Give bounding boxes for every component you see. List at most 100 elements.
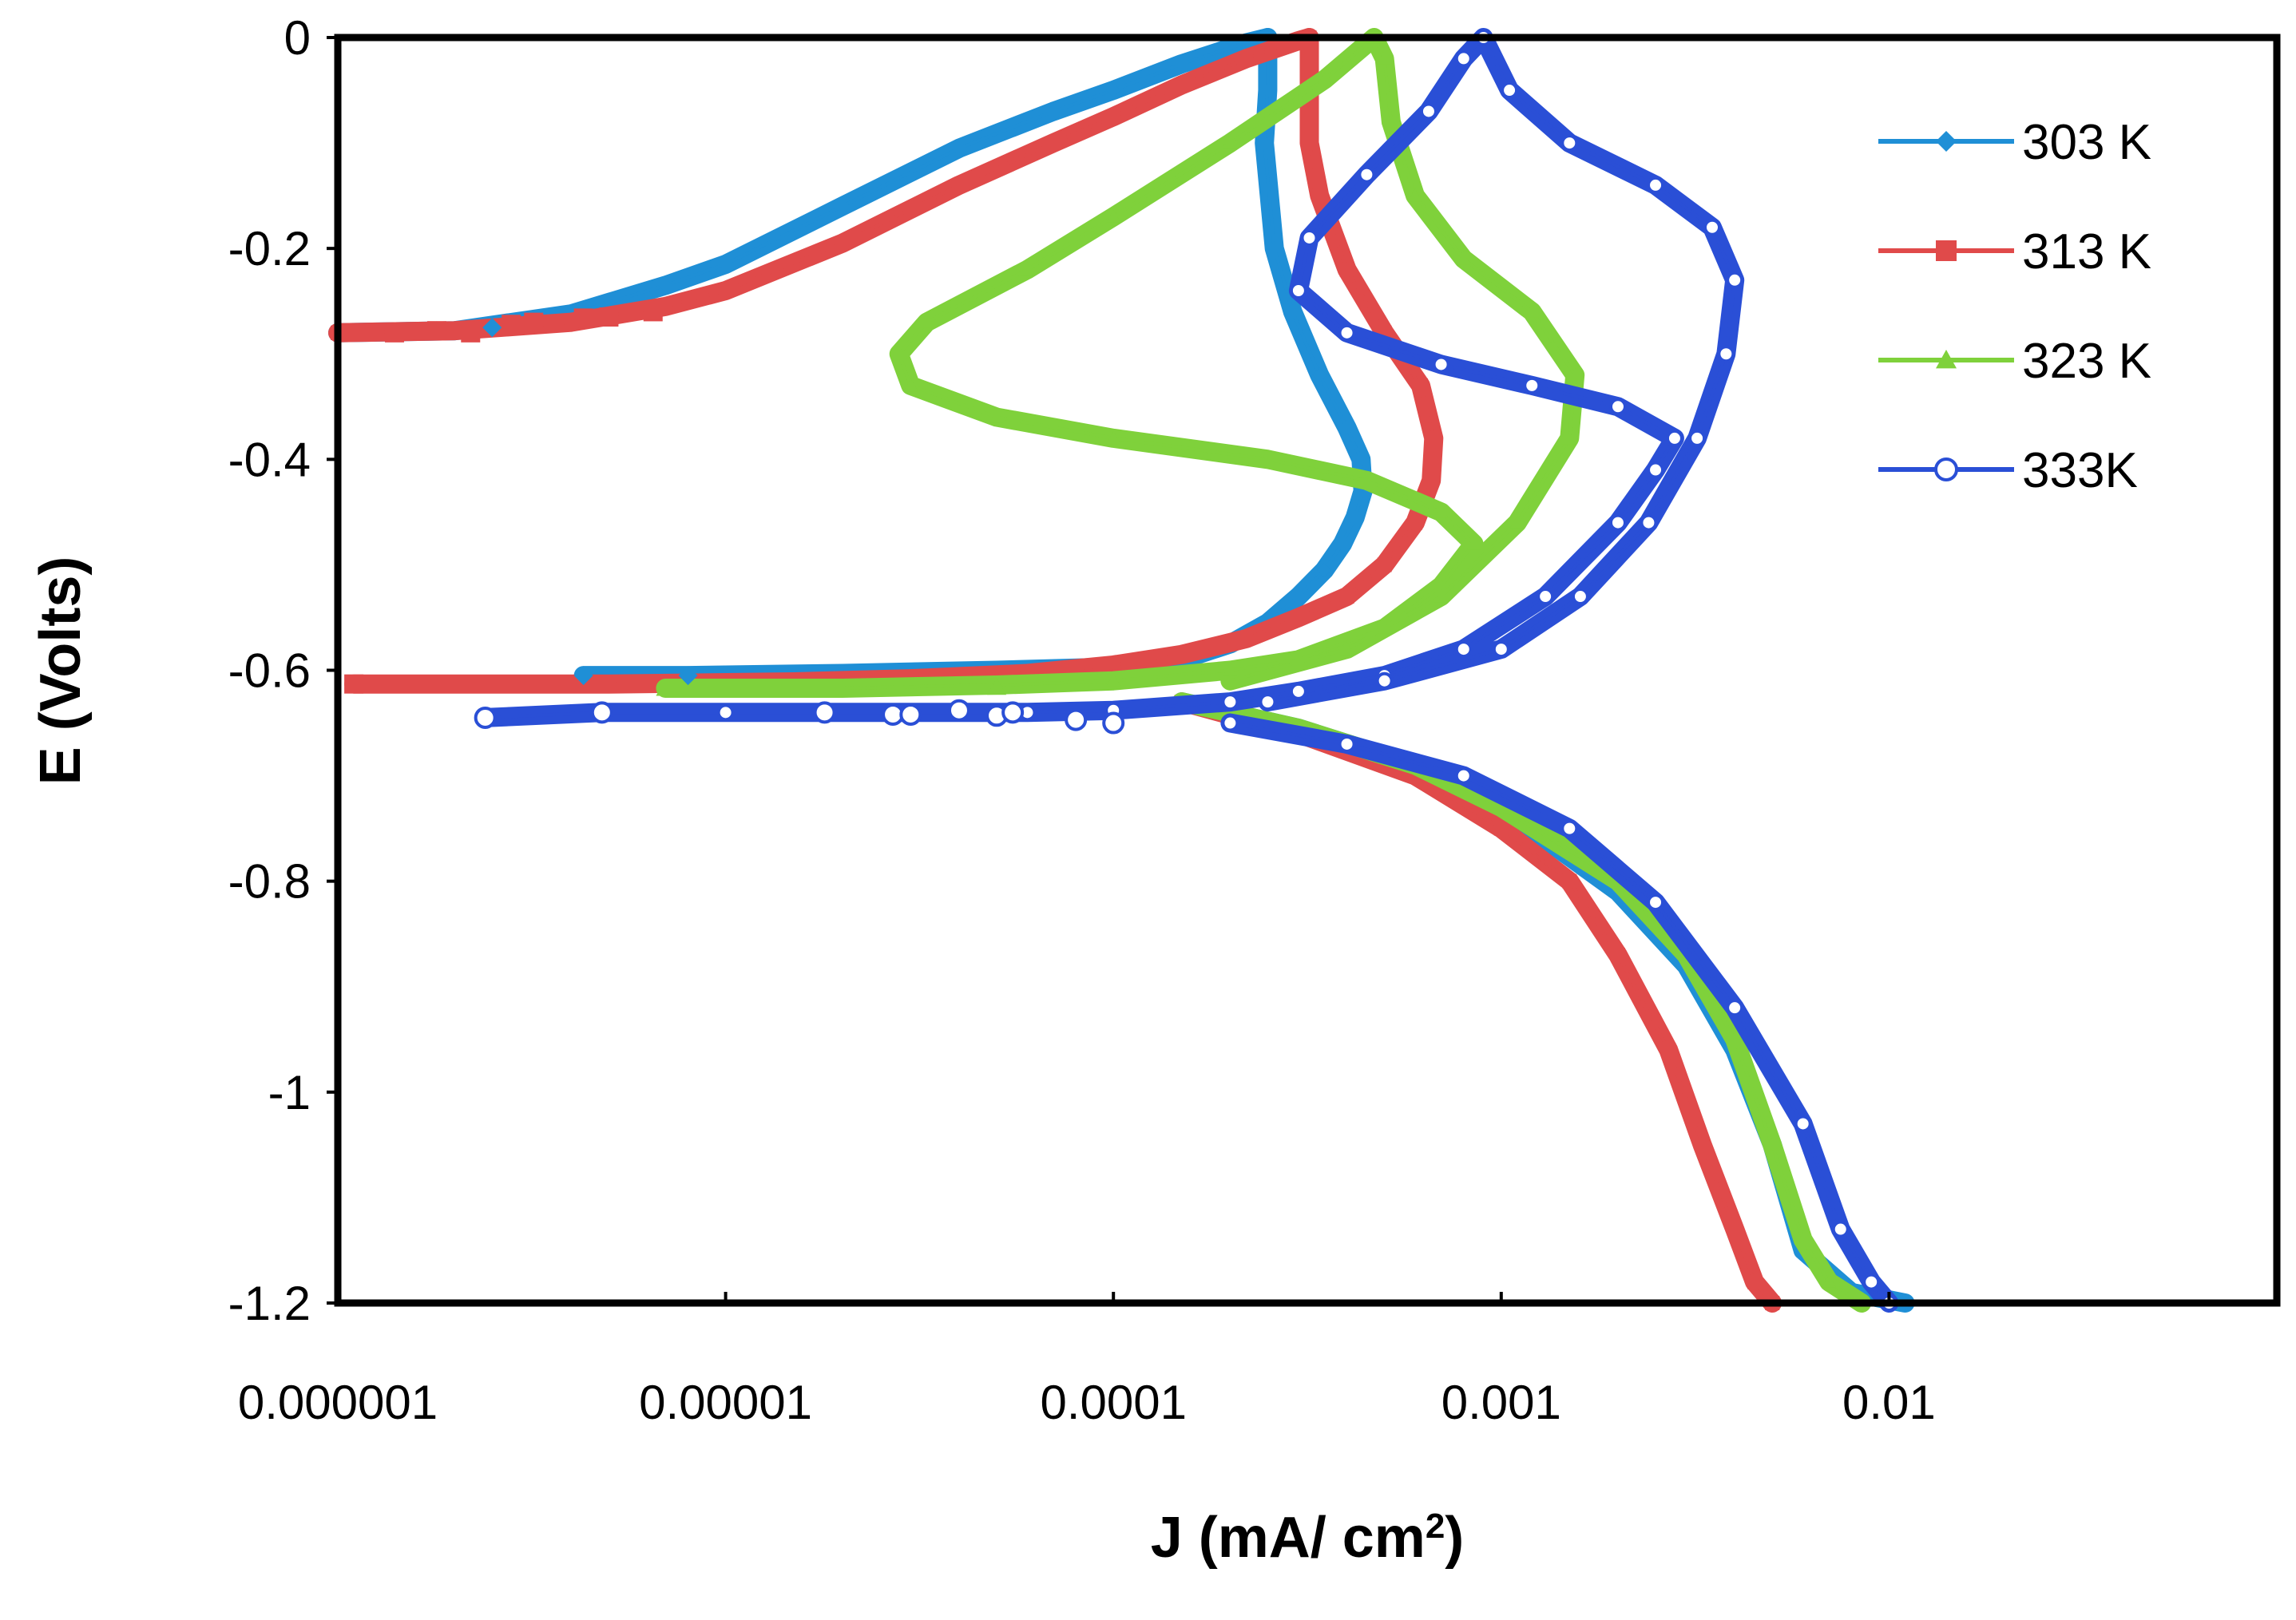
data-point-313k bbox=[1727, 1222, 1743, 1237]
data-point-333k bbox=[1688, 429, 1707, 447]
data-point-333k bbox=[1454, 640, 1473, 659]
scatter-point-333k bbox=[590, 701, 613, 724]
data-point-323k bbox=[1456, 252, 1471, 265]
data-point-303k bbox=[1347, 509, 1362, 525]
data-point-333k bbox=[1703, 218, 1721, 236]
scatter-point-333k bbox=[813, 701, 836, 724]
data-point-313k bbox=[1424, 473, 1439, 488]
data-point-313k bbox=[1174, 77, 1189, 93]
data-point-313k bbox=[835, 236, 850, 251]
data-point-313k bbox=[1493, 821, 1509, 836]
x-tick-label: 0.001 bbox=[1441, 1376, 1561, 1429]
data-point-313k bbox=[1747, 1274, 1762, 1289]
data-point-313k bbox=[718, 283, 733, 298]
data-point-333k bbox=[1523, 376, 1541, 394]
scatter-point-333k bbox=[1102, 711, 1125, 735]
data-point-303k bbox=[951, 141, 966, 156]
data-point-323k bbox=[1434, 578, 1449, 592]
y-tick-label: -0.2 bbox=[228, 222, 311, 275]
y-tick-label: 0 bbox=[284, 11, 311, 65]
data-point-333k bbox=[1571, 588, 1589, 606]
data-point-303k bbox=[718, 256, 733, 271]
plot-area-group bbox=[328, 28, 1915, 1313]
data-point-323k bbox=[1822, 1274, 1837, 1288]
x-tick-label: 0.01 bbox=[1842, 1376, 1936, 1429]
x-axis-title-superscript: 2 bbox=[1426, 1507, 1445, 1546]
data-point-333k bbox=[1289, 282, 1307, 299]
scatter-point-323k bbox=[889, 677, 909, 695]
scatter-point-313k bbox=[384, 323, 404, 343]
x-tick-label: 0.00001 bbox=[639, 1376, 812, 1429]
data-point-313k bbox=[1339, 262, 1354, 277]
scatter-point-313k bbox=[461, 323, 481, 343]
scatter-point-313k bbox=[643, 302, 663, 322]
legend: 303 K 313 K 323 K 333K bbox=[1878, 115, 2151, 498]
legend-label: 303 K bbox=[2022, 115, 2151, 170]
scatter-point-333k bbox=[899, 703, 922, 726]
data-point-333k bbox=[1300, 228, 1319, 247]
data-point-323k bbox=[1727, 1032, 1743, 1045]
scatter-markers-313k bbox=[344, 302, 663, 694]
data-point-323k bbox=[1106, 209, 1121, 223]
data-point-303k bbox=[1260, 83, 1275, 98]
data-point-333k bbox=[1375, 671, 1394, 690]
data-point-333k bbox=[1454, 766, 1473, 785]
data-point-303k bbox=[1106, 83, 1121, 98]
scatter-point-303k bbox=[482, 318, 502, 338]
scatter-point-323k bbox=[656, 678, 676, 696]
data-point-313k bbox=[1174, 647, 1189, 662]
data-point-323k bbox=[1106, 673, 1121, 687]
data-point-303k bbox=[1312, 367, 1327, 382]
data-point-323k bbox=[1223, 136, 1238, 149]
scatter-point-313k bbox=[426, 321, 446, 341]
data-point-303k bbox=[1174, 57, 1189, 72]
data-point-313k bbox=[1661, 1043, 1676, 1057]
data-point-333k bbox=[1492, 640, 1510, 659]
data-point-333k bbox=[1338, 735, 1356, 753]
legend-swatch-marker bbox=[1936, 131, 1957, 152]
data-point-323k bbox=[1434, 589, 1449, 603]
y-tick-label: -0.8 bbox=[228, 855, 311, 909]
data-point-303k bbox=[658, 278, 673, 293]
data-point-333k bbox=[1726, 271, 1744, 289]
data-point-323k bbox=[1377, 620, 1392, 634]
scatter-point-333k bbox=[474, 706, 497, 729]
data-point-323k bbox=[1260, 452, 1275, 465]
data-point-333k bbox=[1537, 588, 1555, 606]
data-point-333k bbox=[1794, 1115, 1812, 1133]
data-point-313k bbox=[951, 177, 966, 192]
data-point-313k bbox=[1413, 378, 1428, 393]
legend-item-333k: 333K bbox=[1878, 443, 2138, 498]
data-point-323k bbox=[1020, 262, 1035, 275]
data-point-323k bbox=[835, 680, 850, 695]
data-point-333k bbox=[1862, 1273, 1881, 1291]
data-point-333k bbox=[1259, 693, 1277, 711]
data-point-323k bbox=[1106, 430, 1121, 445]
data-point-313k bbox=[1562, 873, 1577, 889]
data-point-323k bbox=[1408, 188, 1423, 202]
data-point-303k bbox=[1335, 537, 1350, 551]
legend-swatch-marker bbox=[1936, 350, 1957, 369]
scatter-point-323k bbox=[772, 679, 792, 697]
data-point-323k bbox=[1434, 505, 1449, 518]
data-point-323k bbox=[1377, 51, 1392, 65]
data-point-333k bbox=[1647, 893, 1665, 912]
data-point-313k bbox=[1339, 589, 1354, 604]
data-point-313k bbox=[1302, 136, 1317, 151]
data-point-323k bbox=[903, 378, 918, 392]
data-point-303k bbox=[1285, 304, 1300, 319]
x-tick-label: 0.000001 bbox=[238, 1376, 438, 1429]
data-point-323k bbox=[1359, 473, 1374, 486]
data-point-333k bbox=[1501, 81, 1519, 100]
scatter-point-303k bbox=[573, 666, 593, 686]
data-point-333k bbox=[1726, 999, 1744, 1017]
data-point-333k bbox=[1419, 102, 1437, 121]
data-point-303k bbox=[1354, 452, 1369, 467]
y-tick-label: -0.4 bbox=[228, 433, 311, 486]
data-point-333k bbox=[1560, 819, 1579, 838]
data-point-313k bbox=[1695, 1137, 1710, 1152]
data-point-323k bbox=[1525, 304, 1540, 318]
scatter-point-313k bbox=[502, 315, 521, 335]
data-point-333k bbox=[1647, 461, 1665, 479]
